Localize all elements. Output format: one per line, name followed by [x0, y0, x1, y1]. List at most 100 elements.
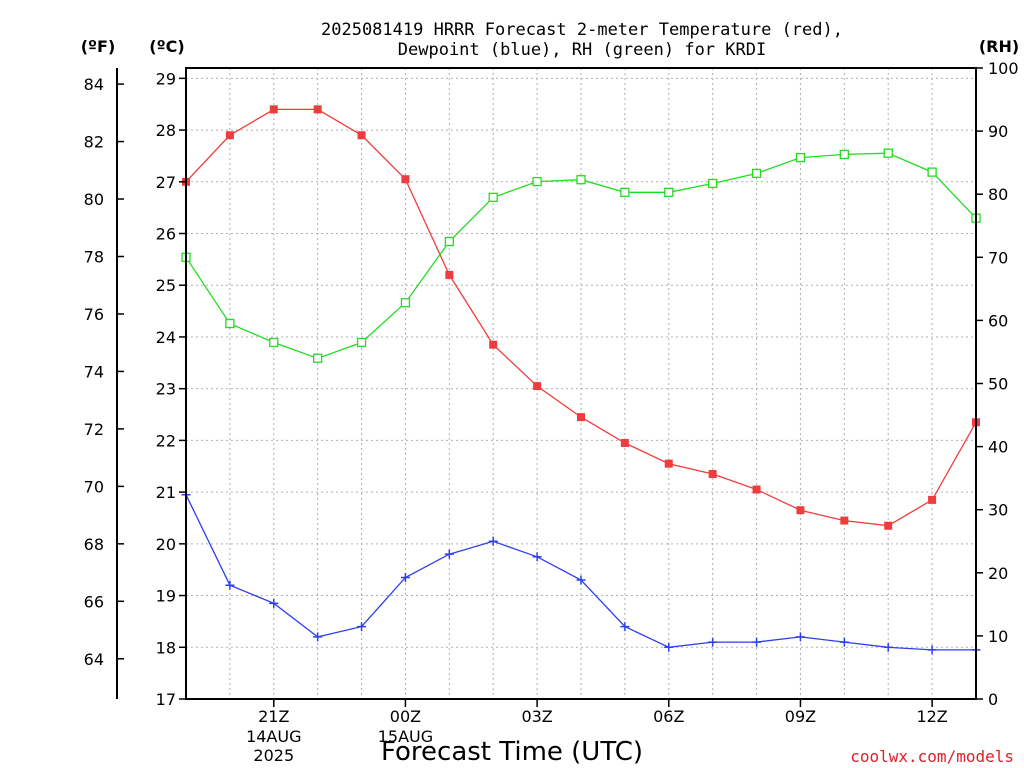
rh-tick-label: 0: [988, 690, 998, 709]
relative-humidity-point: [488, 192, 498, 203]
time-tick-label: 03Z: [521, 707, 552, 726]
temperature-point: [225, 131, 234, 140]
fahrenheit-tick-label: 82: [84, 133, 104, 152]
rh-tick-label: 20: [988, 564, 1008, 583]
relative-humidity-point: [269, 337, 279, 348]
relative-humidity-point: [620, 187, 630, 197]
title-line-2: Dewpoint (blue), RH (green) for KRDI: [398, 40, 766, 60]
celsius-tick-label: 19: [156, 587, 176, 606]
time-tick-label: 21Z: [258, 707, 289, 726]
data-series: [181, 105, 981, 655]
dewpoint-point: [795, 632, 805, 642]
time-tick-label: 06Z: [653, 707, 684, 726]
relative-humidity-point: [795, 152, 806, 163]
dewpoint-point: [664, 642, 674, 652]
credit-text[interactable]: coolwx.com/models: [850, 747, 1014, 766]
temperature-point: [401, 175, 410, 184]
relative-humidity-point: [313, 353, 323, 363]
relative-humidity-point: [225, 318, 235, 329]
dewpoint-point: [839, 637, 849, 647]
celsius-tick-label: 22: [156, 431, 176, 450]
rh-tick-label: 60: [988, 311, 1008, 330]
relative-humidity-point: [444, 236, 454, 247]
relative-humidity-point: [532, 176, 542, 187]
relative-humidity-point: [664, 187, 674, 197]
relative-humidity-series: [181, 148, 981, 363]
dewpoint-point: [444, 549, 454, 559]
celsius-tick-label: 25: [156, 276, 176, 295]
relative-humidity-point: [883, 148, 893, 158]
time-tick-label: 12Z: [916, 707, 947, 726]
celsius-tick-label: 27: [156, 173, 176, 192]
celsius-tick-label: 18: [156, 638, 176, 657]
fahrenheit-tick-label: 66: [84, 592, 104, 611]
celsius-axis-unit: (ºC): [149, 37, 184, 56]
fahrenheit-tick-label: 72: [84, 420, 104, 439]
temperature-point: [357, 131, 366, 140]
time-tick-date-label: 15AUG: [378, 727, 433, 746]
rh-tick-label: 100: [988, 59, 1019, 78]
rh-tick-label: 80: [988, 185, 1008, 204]
x-axis-label: Forecast Time (UTC): [381, 737, 643, 767]
title-line-1: 2025081419 HRRR Forecast 2-meter Tempera…: [321, 20, 843, 40]
fahrenheit-tick-label: 70: [84, 477, 104, 496]
relative-humidity-point: [708, 178, 718, 189]
temperature-point: [489, 340, 498, 349]
fahrenheit-tick-label: 74: [84, 362, 104, 381]
relative-humidity-point: [839, 149, 849, 160]
temperature-point: [445, 270, 454, 279]
dewpoint-point: [357, 622, 367, 632]
fahrenheit-tick-label: 78: [84, 247, 104, 266]
chart-title: 2025081419 HRRR Forecast 2-meter Tempera…: [321, 20, 843, 60]
time-tick-date-label: 2025: [253, 746, 294, 765]
dewpoint-point: [488, 536, 498, 546]
celsius-tick-label: 28: [156, 121, 176, 140]
relative-humidity-point: [400, 298, 411, 308]
celsius-tick-label: 23: [156, 380, 176, 399]
rh-tick-label: 70: [988, 248, 1008, 267]
time-tick-date-label: 14AUG: [246, 727, 301, 746]
fahrenheit-tick-label: 80: [84, 190, 104, 209]
temperature-point: [269, 105, 278, 114]
rh-axis: 0 10 20 30 40 50 60 70 80 90 100: [976, 59, 1019, 709]
celsius-tick-label: 26: [156, 225, 176, 244]
celsius-tick-label: 24: [156, 328, 176, 347]
relative-humidity-point: [751, 168, 762, 179]
dewpoint-point: [883, 642, 893, 652]
celsius-tick-label: 21: [156, 483, 176, 502]
celsius-axis: 17 18 19 20 21 22 23 24 25 26 27 28 29: [156, 69, 186, 709]
rh-tick-label: 50: [988, 375, 1008, 394]
dewpoint-point: [269, 598, 279, 608]
dewpoint-point: [708, 637, 718, 647]
rh-tick-label: 90: [988, 122, 1008, 141]
fahrenheit-tick-label: 76: [84, 305, 104, 324]
dewpoint-line: [185, 494, 976, 651]
time-tick-label: 00Z: [390, 707, 421, 726]
temperature-point: [620, 438, 629, 447]
dewpoint-point: [225, 580, 235, 590]
temperature-point: [664, 459, 673, 468]
fahrenheit-axis-unit: (ºF): [81, 37, 116, 56]
rh-axis-unit: (RH): [979, 37, 1019, 56]
fahrenheit-axis: 64 66 68 70 72 74 76 78 80 82 84: [84, 75, 124, 669]
fahrenheit-tick-label: 68: [84, 535, 104, 554]
celsius-tick-label: 20: [156, 535, 176, 554]
rh-tick-label: 10: [988, 627, 1008, 646]
relative-humidity-point: [576, 175, 586, 185]
dewpoint-point: [532, 552, 542, 562]
temperature-point: [840, 516, 849, 525]
temperature-point: [884, 521, 893, 530]
dewpoint-point: [927, 645, 937, 655]
dewpoint-point: [313, 632, 323, 642]
fahrenheit-tick-label: 84: [84, 75, 104, 94]
temperature-point: [577, 413, 585, 422]
dewpoint-series: [181, 490, 981, 655]
celsius-tick-label: 17: [156, 690, 176, 709]
fahrenheit-tick-label: 64: [84, 650, 104, 669]
temperature-point: [708, 470, 717, 479]
temperature-point: [796, 506, 805, 515]
dewpoint-point: [752, 637, 762, 647]
grid-lines: [186, 68, 976, 699]
